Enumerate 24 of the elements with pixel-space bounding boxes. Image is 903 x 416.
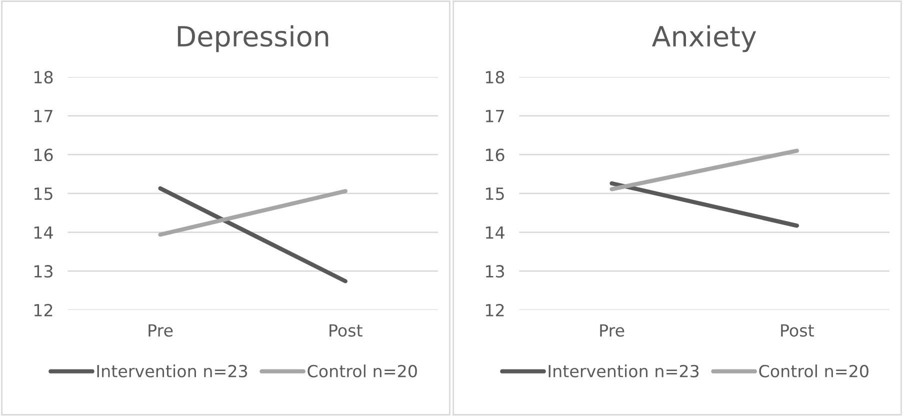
y-tick-label: 15 [34,188,52,200]
y-tick-label: 16 [34,148,53,162]
x-tick-label: Pre [600,324,624,337]
y-tick-label: 17 [34,110,52,122]
legend-label: Control n=20 [759,364,868,378]
chart-title: Depression [178,25,328,52]
y-tick-label: 14 [486,226,504,239]
y-tick-label: 15 [486,188,504,200]
x-tick-label: Post [330,324,362,337]
y-tick-label: 14 [34,226,53,239]
y-tick-label: 18 [34,70,53,84]
legend-label: Control n=20 [308,364,417,378]
x-tick-label: Post [781,324,814,337]
y-tick-label: 16 [486,148,504,162]
y-tick-label: 18 [486,70,504,84]
legend-label: Intervention n=23 [548,364,699,378]
y-tick-label: 13 [486,265,504,278]
y-tick-label: 13 [34,265,52,278]
y-tick-label: 12 [486,304,504,316]
y-tick-label: 12 [34,304,52,316]
x-tick-label: Pre [148,324,173,337]
y-tick-label: 17 [486,110,504,122]
legend-label: Intervention n=23 [97,364,248,378]
chart-title: Anxiety [652,25,756,52]
